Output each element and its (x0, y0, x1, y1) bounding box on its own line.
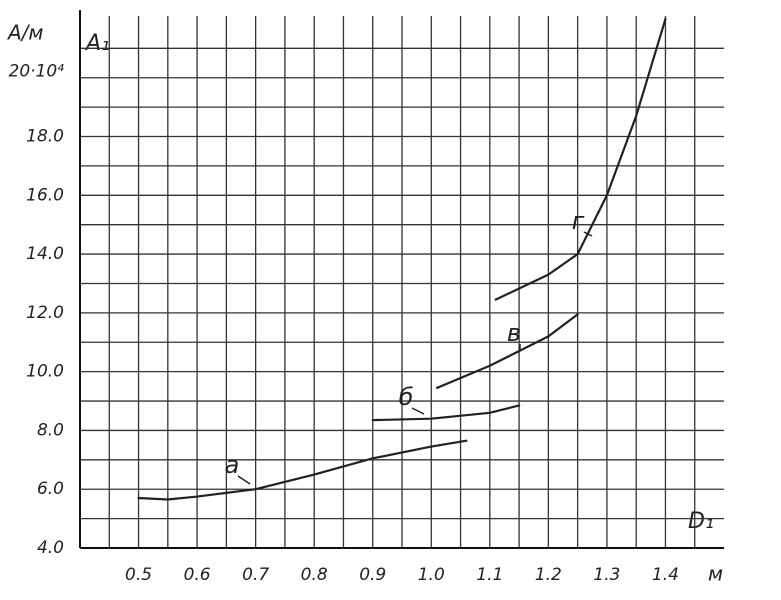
x-tick-label: 0.9 (359, 565, 386, 585)
y-tick-label: 10.0 (26, 362, 64, 382)
curve (371, 404, 521, 422)
y-axis-label: A/м (6, 21, 44, 45)
curve (137, 439, 468, 501)
x-tick-label: 0.8 (301, 565, 328, 585)
leader-line (583, 231, 593, 237)
x-axis-label: D₁ (688, 509, 714, 534)
series-label: г (572, 207, 585, 235)
leader-line (411, 407, 425, 415)
x-tick-label: 1.0 (418, 565, 445, 585)
y-tick-label: 4.0 (37, 538, 64, 558)
y-tick-label: 12.0 (26, 303, 64, 323)
y-tick-label: 14.0 (26, 244, 64, 264)
y-tick-label: 20·10⁴ (9, 62, 65, 82)
series-label: б (399, 383, 414, 411)
leader-line (237, 475, 251, 485)
y-tick-label: 6.0 (37, 479, 64, 499)
x-tick-label: 1.4 (652, 565, 679, 585)
x-tick-label: 1.3 (593, 565, 620, 585)
x-tick-label: 0.7 (242, 565, 269, 585)
y-tick-label: 16.0 (26, 185, 64, 205)
series-label: а (225, 451, 240, 479)
x-tick-label: 1.2 (535, 565, 562, 585)
series-label: в (507, 319, 521, 347)
curve (436, 313, 579, 389)
y-tick-label: 8.0 (37, 420, 64, 440)
y-tick-label: 18.0 (26, 127, 64, 147)
x-axis-unit: м (708, 562, 723, 586)
y-axis-symbol: A₁ (84, 31, 110, 56)
x-tick-label: 0.5 (125, 565, 152, 585)
x-tick-label: 0.6 (184, 565, 211, 585)
curve (494, 17, 667, 301)
x-tick-label: 1.1 (476, 565, 503, 585)
